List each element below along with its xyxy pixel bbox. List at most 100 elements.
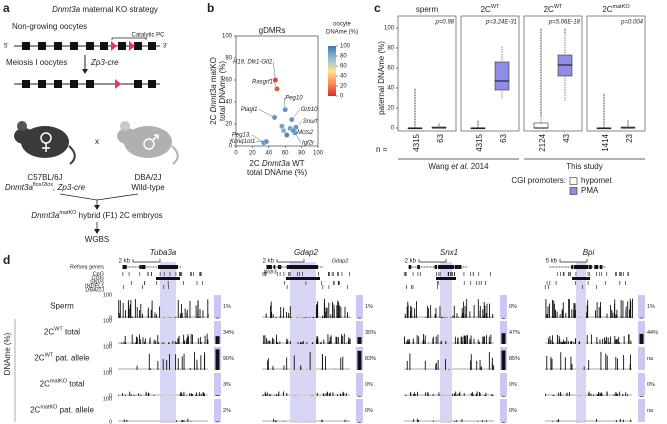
methylation-bar [561, 309, 563, 318]
methylation-bar [273, 395, 275, 396]
methylation-bar [479, 392, 481, 396]
methylation-bar [276, 340, 277, 344]
summary-column [500, 373, 507, 396]
methylation-bar [457, 338, 459, 344]
methylation-bar [342, 391, 344, 396]
n-label: 23 [625, 133, 634, 142]
methylation-bar [410, 392, 412, 396]
methylation-bar [130, 394, 132, 396]
methylation-bar [316, 392, 318, 396]
methylation-bar [435, 364, 437, 370]
methylation-bar [347, 312, 349, 318]
methylation-bar [197, 310, 199, 318]
methylation-bar [265, 313, 267, 318]
methylation-bar [405, 341, 407, 344]
track-label: 2CmatKO pat. allele [30, 405, 94, 415]
methylation-bar [596, 418, 598, 422]
methylation-bar [469, 311, 471, 318]
group-title: 2CmatKO [602, 4, 630, 14]
p-value: p=0.98 [434, 20, 454, 26]
summary-column [356, 295, 363, 318]
colorbar [328, 46, 336, 96]
track-tick-label: 100 [103, 292, 112, 298]
mouse-male [117, 121, 179, 165]
methylation-bar [325, 307, 327, 318]
methylation-bar [461, 308, 463, 318]
methylation-bar [203, 355, 205, 370]
methylation-bar [264, 335, 266, 344]
methylation-bar [552, 335, 553, 344]
n-label: 2124 [538, 133, 547, 151]
summary-label: 3% [223, 382, 231, 388]
exon [277, 265, 282, 269]
mouse-female [14, 121, 76, 165]
methylation-bar [565, 312, 567, 318]
exon [594, 265, 599, 269]
methylation-bar [272, 365, 274, 370]
methylation-bar [180, 394, 182, 396]
methylation-bar [553, 342, 554, 344]
cgi [436, 277, 456, 280]
methylation-bar [348, 339, 350, 344]
methylation-bar [283, 421, 285, 422]
methylation-bar [404, 338, 405, 344]
arrow-head [94, 205, 100, 210]
methylation-bar [560, 392, 561, 396]
methylation-bar [455, 420, 457, 422]
methylation-bar [271, 311, 272, 318]
methylation-bar [277, 394, 279, 396]
exon [408, 265, 412, 269]
methylation-bar [269, 394, 271, 396]
methylation-bar [181, 313, 183, 318]
colorbar-tick-label: 100 [340, 44, 351, 50]
panel-a: a Dnmt3a maternal KO strategy Non-growin… [3, 1, 179, 244]
methylation-bar [138, 393, 140, 396]
methylation-bar [413, 393, 415, 396]
summary-column [638, 321, 645, 344]
methylation-bar [324, 311, 326, 318]
methylation-bar [571, 309, 573, 318]
coverage-strip [262, 316, 350, 318]
methylation-bar [616, 309, 618, 318]
methylation-bar [198, 317, 200, 318]
methylation-bar [168, 342, 170, 344]
methylation-bar [478, 391, 480, 396]
coverage-strip [545, 420, 632, 422]
y-tick-label: 100 [222, 34, 233, 40]
methylation-bar [189, 368, 191, 370]
methylation-bar [327, 391, 328, 396]
methylation-bar [144, 338, 146, 344]
methylation-bar [136, 337, 138, 344]
methylation-bar [181, 420, 182, 422]
methylation-bar [197, 338, 199, 344]
methylation-bar [312, 342, 314, 344]
n-label: 63 [436, 133, 445, 142]
methylation-bar [266, 393, 268, 396]
n-prefix: n = [376, 145, 388, 154]
methylation-bar [404, 313, 406, 318]
methylation-bar [345, 343, 347, 344]
methylation-bar [470, 335, 472, 344]
methylation-bar [155, 340, 157, 344]
methylation-bar [172, 341, 174, 344]
methylation-bar [622, 419, 624, 422]
methylation-bar [609, 336, 611, 344]
methylation-bar [482, 309, 484, 318]
methylation-bar [417, 391, 418, 396]
methylation-bar [623, 355, 625, 370]
scale-bar [132, 259, 161, 263]
methylation-bar [283, 391, 284, 396]
summary-column [638, 347, 645, 370]
methylation-bar [545, 393, 546, 396]
n-label: 63 [499, 133, 508, 142]
exon [458, 265, 462, 269]
methylation-bar [166, 360, 168, 370]
strain-label: C57BL/6J [27, 173, 62, 182]
methylation-bar [467, 335, 468, 344]
legend-swatch [569, 187, 578, 195]
methylation-bar [477, 339, 479, 344]
methylation-bar [466, 299, 468, 318]
methylation-bar [492, 314, 494, 318]
summary-bar [357, 422, 362, 423]
methylation-bar [158, 342, 160, 344]
